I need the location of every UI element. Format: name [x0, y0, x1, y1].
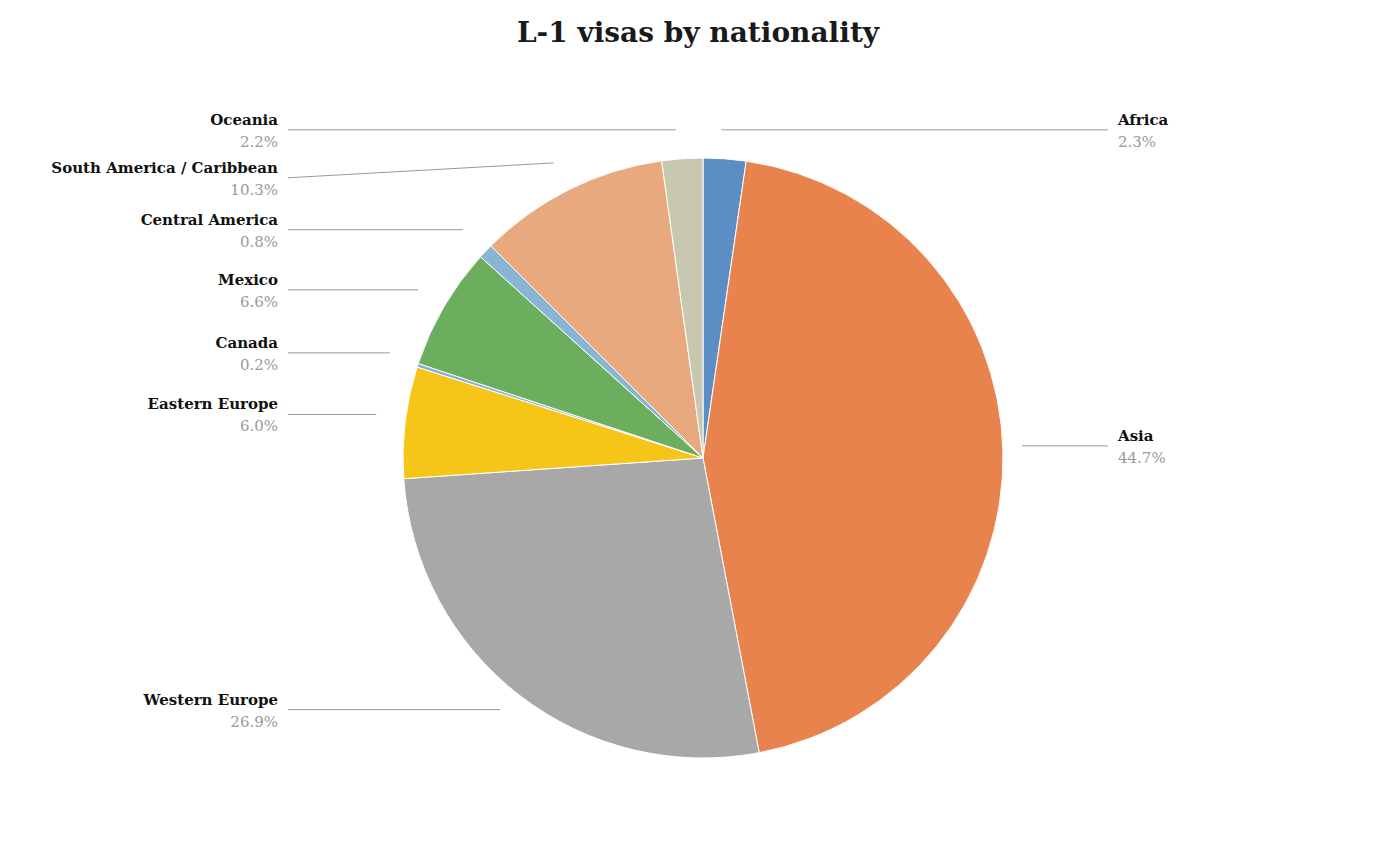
svg-text:Oceania: Oceania — [210, 111, 278, 129]
svg-text:44.7%: 44.7% — [1118, 449, 1166, 467]
svg-text:0.2%: 0.2% — [240, 356, 278, 374]
svg-text:Western Europe: Western Europe — [143, 691, 278, 709]
svg-text:10.3%: 10.3% — [230, 181, 278, 199]
svg-text:Eastern Europe: Eastern Europe — [148, 395, 278, 413]
svg-text:2.3%: 2.3% — [1118, 133, 1156, 151]
svg-text:Asia: Asia — [1117, 427, 1154, 445]
svg-text:6.0%: 6.0% — [240, 417, 278, 435]
svg-text:0.8%: 0.8% — [240, 233, 278, 251]
svg-text:South America / Caribbean: South America / Caribbean — [51, 159, 278, 177]
svg-text:26.9%: 26.9% — [230, 713, 278, 731]
svg-text:6.6%: 6.6% — [240, 293, 278, 311]
svg-text:Africa: Africa — [1117, 111, 1169, 129]
svg-text:Canada: Canada — [216, 334, 279, 352]
svg-text:Central America: Central America — [141, 211, 279, 229]
svg-text:Mexico: Mexico — [218, 271, 278, 289]
html-text:L-1 visas by nationality: L-1 visas by nationality — [516, 16, 880, 49]
svg-text:2.2%: 2.2% — [240, 133, 278, 151]
